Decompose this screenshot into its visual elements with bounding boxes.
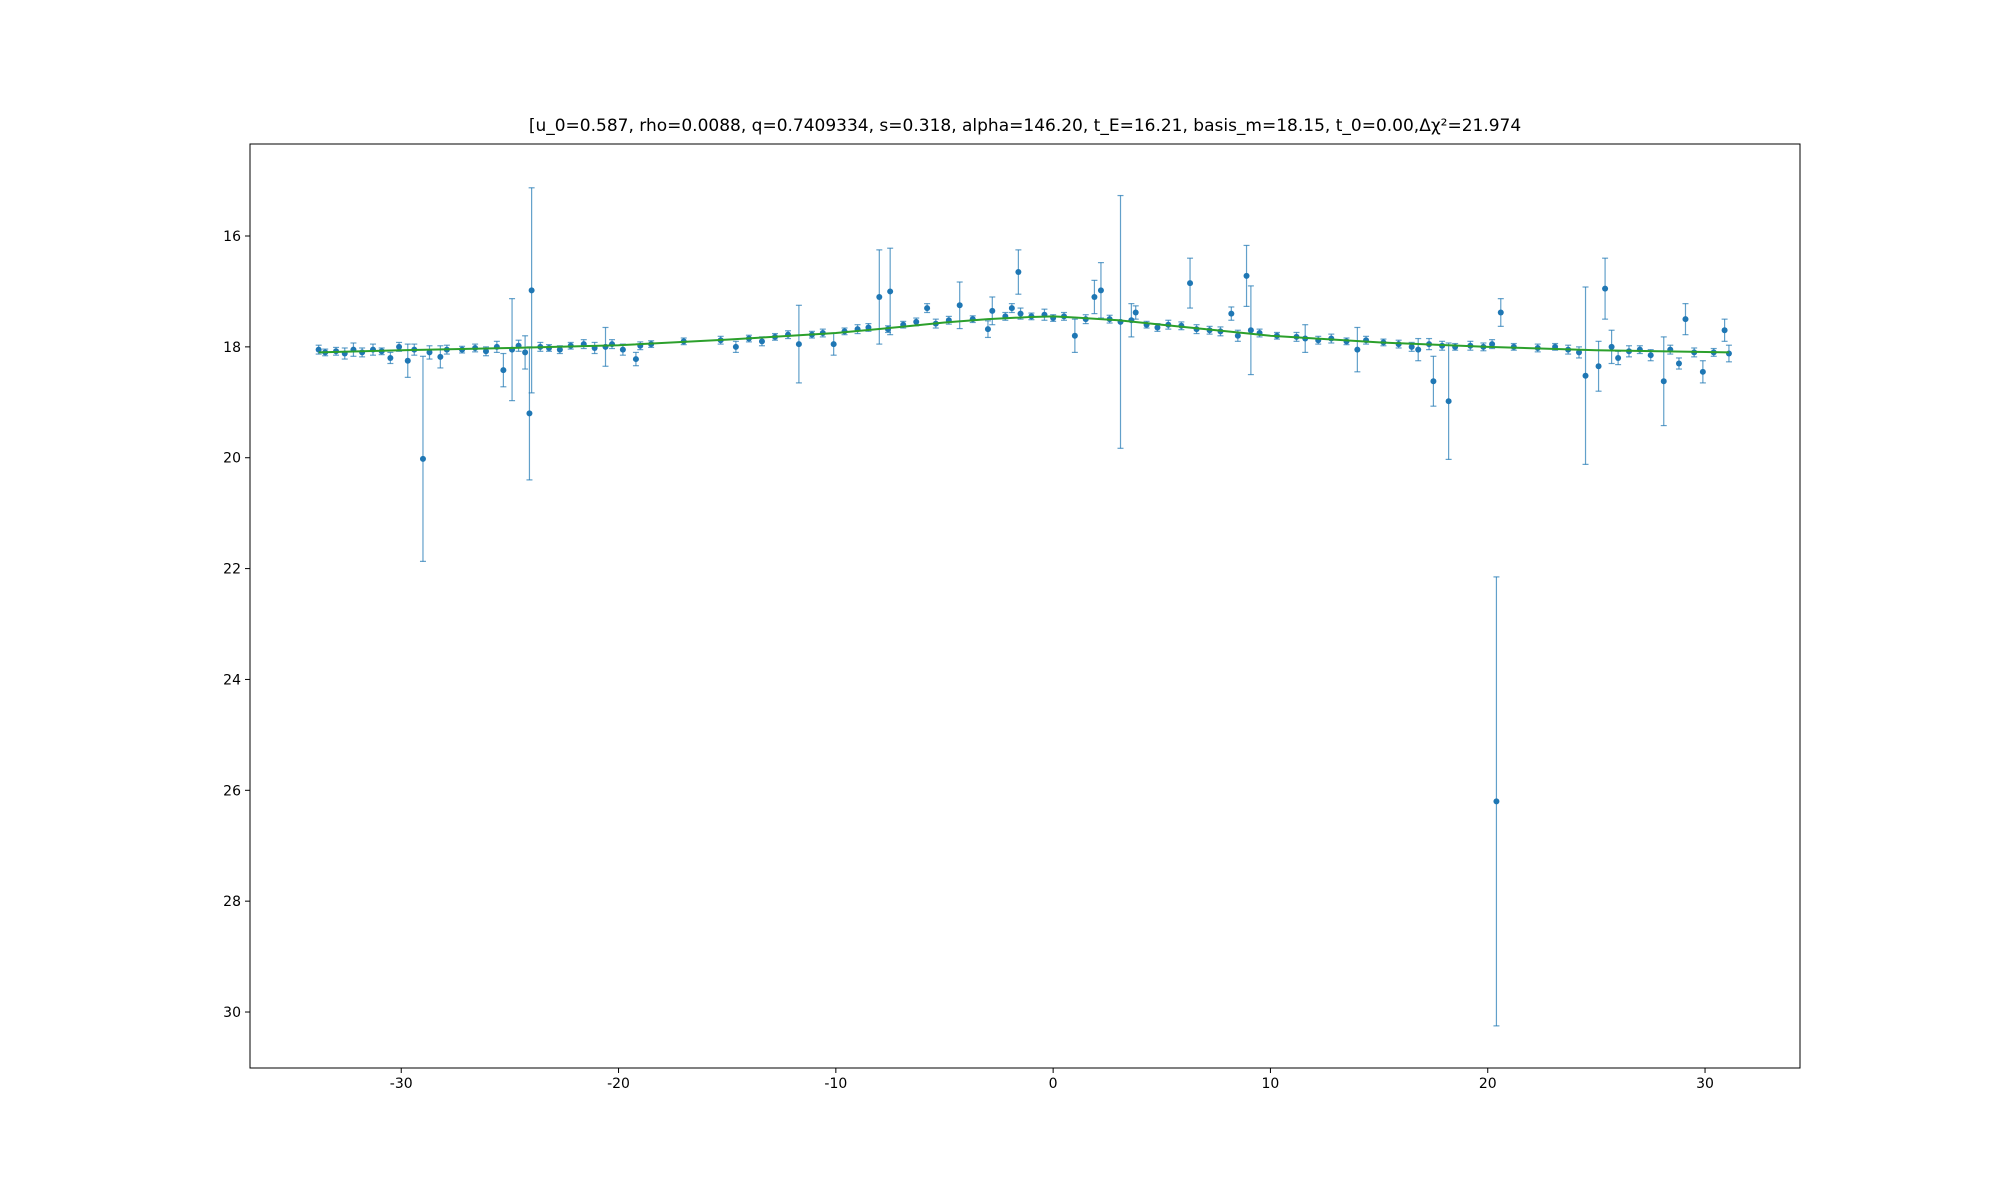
data-point <box>758 338 765 345</box>
data-point <box>924 305 931 312</box>
x-tick-label: 30 <box>1696 1076 1714 1092</box>
x-tick-label: -30 <box>390 1076 413 1092</box>
x-tick-label: -10 <box>824 1076 847 1092</box>
data-point <box>437 353 444 360</box>
data-point <box>1647 352 1654 359</box>
data-point <box>1445 398 1452 405</box>
data-point <box>419 455 426 462</box>
data-point <box>1132 309 1139 316</box>
data-point <box>1415 346 1422 353</box>
data-point <box>1154 324 1161 331</box>
data-point <box>619 346 626 353</box>
data-point <box>315 346 322 353</box>
data-point <box>632 356 639 363</box>
data-point <box>956 302 963 309</box>
y-tick-label: 16 <box>223 229 241 245</box>
data-point <box>396 343 403 350</box>
data-point <box>1015 269 1022 276</box>
data-point <box>1091 293 1098 300</box>
plot-frame <box>249 143 1801 1069</box>
x-tick-label: 0 <box>1049 1076 1058 1092</box>
data-point <box>404 357 411 364</box>
data-point <box>482 348 489 355</box>
data-point <box>556 346 563 353</box>
data-point <box>1699 368 1706 375</box>
data-point <box>732 343 739 350</box>
data-point <box>1582 372 1589 379</box>
data-point <box>1430 378 1437 385</box>
data-point <box>426 349 433 356</box>
data-point <box>1608 343 1615 350</box>
data-point <box>1576 349 1583 356</box>
data-point <box>1243 272 1250 279</box>
data-point <box>989 307 996 314</box>
data-point <box>887 288 894 295</box>
model-line <box>318 315 1729 354</box>
data-point <box>1247 327 1254 334</box>
y-tick-label: 18 <box>223 340 241 356</box>
data-point <box>1675 360 1682 367</box>
data-point <box>522 349 529 356</box>
data-point <box>1354 346 1361 353</box>
data-point <box>528 287 535 294</box>
data-point <box>913 318 920 325</box>
data-point <box>1489 341 1496 348</box>
y-tick-label: 20 <box>223 451 241 467</box>
data-point <box>1682 316 1689 323</box>
y-tick-label: 26 <box>223 783 241 799</box>
data-point <box>1493 798 1500 805</box>
data-point <box>830 341 837 348</box>
data-point <box>1228 310 1235 317</box>
y-tick-label: 30 <box>223 1005 241 1021</box>
data-point <box>1615 354 1622 361</box>
data-point <box>1097 287 1104 294</box>
data-point <box>1595 363 1602 370</box>
data-point <box>1234 332 1241 339</box>
x-tick-label: 10 <box>1262 1076 1280 1092</box>
y-tick-label: 28 <box>223 894 241 910</box>
data-point <box>1602 285 1609 292</box>
data-point <box>1497 309 1504 316</box>
data-point <box>795 341 802 348</box>
data-point <box>984 326 991 333</box>
x-tick-label: -20 <box>607 1076 630 1092</box>
x-tick-label: 20 <box>1479 1076 1497 1092</box>
data-point <box>500 367 507 374</box>
data-point <box>1187 280 1194 287</box>
data-point <box>1660 378 1667 385</box>
data-point <box>1721 327 1728 334</box>
data-point <box>526 410 533 417</box>
data-point <box>1408 343 1415 350</box>
data-point <box>387 354 394 361</box>
y-tick-label: 22 <box>223 562 241 578</box>
data-point <box>1008 305 1015 312</box>
data-point <box>1071 332 1078 339</box>
data-point <box>1017 310 1024 317</box>
chart-title: [u_0=0.587, rho=0.0088, q=0.7409334, s=0… <box>529 116 1521 136</box>
y-tick-label: 24 <box>223 672 241 688</box>
data-point <box>876 293 883 300</box>
